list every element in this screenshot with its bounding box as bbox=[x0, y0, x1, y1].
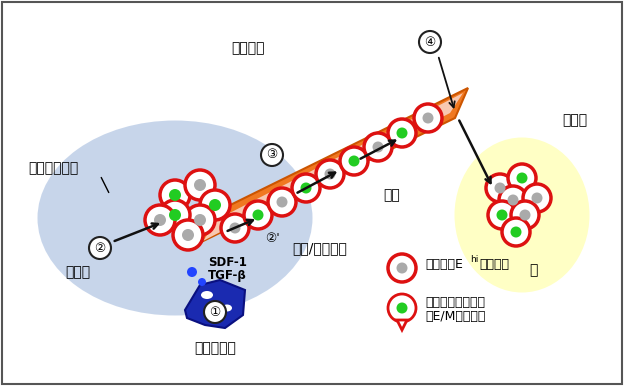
Circle shape bbox=[348, 156, 359, 166]
Circle shape bbox=[187, 267, 197, 277]
Text: 上皮/间充质化: 上皮/间充质化 bbox=[293, 241, 348, 255]
Text: TGF-β: TGF-β bbox=[208, 269, 246, 281]
Circle shape bbox=[340, 147, 368, 175]
Text: ③: ③ bbox=[266, 149, 278, 161]
Circle shape bbox=[200, 190, 230, 220]
Circle shape bbox=[502, 218, 530, 246]
Ellipse shape bbox=[37, 120, 313, 315]
Text: 上皮化: 上皮化 bbox=[66, 265, 90, 279]
Ellipse shape bbox=[222, 305, 232, 312]
Circle shape bbox=[160, 200, 190, 230]
Ellipse shape bbox=[208, 309, 218, 315]
Text: （E/M）癌细胞: （E/M）癌细胞 bbox=[425, 310, 485, 322]
Circle shape bbox=[396, 127, 407, 139]
Circle shape bbox=[253, 210, 263, 220]
Circle shape bbox=[510, 227, 522, 237]
Circle shape bbox=[221, 214, 249, 242]
Circle shape bbox=[497, 210, 507, 220]
Circle shape bbox=[268, 188, 296, 216]
Circle shape bbox=[494, 183, 505, 193]
Circle shape bbox=[508, 164, 536, 192]
Text: 转移灶: 转移灶 bbox=[562, 113, 588, 127]
Circle shape bbox=[169, 209, 181, 221]
Ellipse shape bbox=[454, 137, 590, 293]
Circle shape bbox=[292, 174, 320, 202]
Circle shape bbox=[396, 262, 407, 274]
Text: ②': ②' bbox=[265, 232, 280, 244]
Circle shape bbox=[209, 199, 221, 211]
Text: 癌细胞簇: 癌细胞簇 bbox=[232, 41, 265, 55]
Circle shape bbox=[145, 205, 175, 235]
Circle shape bbox=[364, 133, 392, 161]
Circle shape bbox=[422, 112, 434, 124]
Circle shape bbox=[301, 183, 311, 193]
Circle shape bbox=[160, 180, 190, 210]
Circle shape bbox=[414, 104, 442, 132]
Circle shape bbox=[388, 294, 416, 322]
Circle shape bbox=[373, 142, 384, 152]
Circle shape bbox=[154, 214, 166, 226]
Circle shape bbox=[520, 210, 530, 220]
Text: 成纤维细胞: 成纤维细胞 bbox=[194, 341, 236, 355]
Circle shape bbox=[388, 119, 416, 147]
Text: ）癌細胞: ）癌細胞 bbox=[479, 259, 509, 271]
Circle shape bbox=[499, 186, 527, 214]
Text: hi: hi bbox=[470, 256, 479, 264]
Circle shape bbox=[419, 31, 441, 53]
Circle shape bbox=[532, 193, 542, 203]
Circle shape bbox=[388, 254, 416, 282]
Circle shape bbox=[198, 278, 206, 286]
Text: 肺: 肺 bbox=[529, 263, 537, 277]
Text: 血管: 血管 bbox=[384, 188, 401, 202]
Circle shape bbox=[276, 196, 288, 208]
Circle shape bbox=[230, 222, 240, 234]
Circle shape bbox=[261, 144, 283, 166]
Polygon shape bbox=[203, 93, 463, 241]
Polygon shape bbox=[397, 320, 407, 330]
Circle shape bbox=[523, 184, 551, 212]
Circle shape bbox=[324, 169, 336, 179]
Polygon shape bbox=[185, 280, 245, 328]
Text: 上皮系（E: 上皮系（E bbox=[425, 259, 463, 271]
Circle shape bbox=[169, 189, 181, 201]
Circle shape bbox=[511, 201, 539, 229]
Text: ①: ① bbox=[210, 305, 221, 318]
Circle shape bbox=[396, 303, 407, 313]
Polygon shape bbox=[195, 88, 468, 245]
Text: 乳腺癌原发灶: 乳腺癌原发灶 bbox=[28, 161, 78, 175]
Circle shape bbox=[488, 201, 516, 229]
Text: 上皮系及间充质系: 上皮系及间充质系 bbox=[425, 296, 485, 310]
Text: SDF-1: SDF-1 bbox=[208, 256, 247, 269]
Circle shape bbox=[507, 195, 519, 205]
Text: ②: ② bbox=[94, 242, 105, 254]
Circle shape bbox=[185, 170, 215, 200]
Circle shape bbox=[173, 220, 203, 250]
Circle shape bbox=[204, 301, 226, 323]
Ellipse shape bbox=[201, 291, 213, 299]
Circle shape bbox=[244, 201, 272, 229]
Circle shape bbox=[185, 205, 215, 235]
Circle shape bbox=[194, 214, 206, 226]
Text: ④: ④ bbox=[424, 36, 436, 49]
Circle shape bbox=[89, 237, 111, 259]
Circle shape bbox=[316, 160, 344, 188]
Circle shape bbox=[194, 179, 206, 191]
Circle shape bbox=[182, 229, 194, 241]
Circle shape bbox=[517, 173, 527, 183]
Circle shape bbox=[486, 174, 514, 202]
